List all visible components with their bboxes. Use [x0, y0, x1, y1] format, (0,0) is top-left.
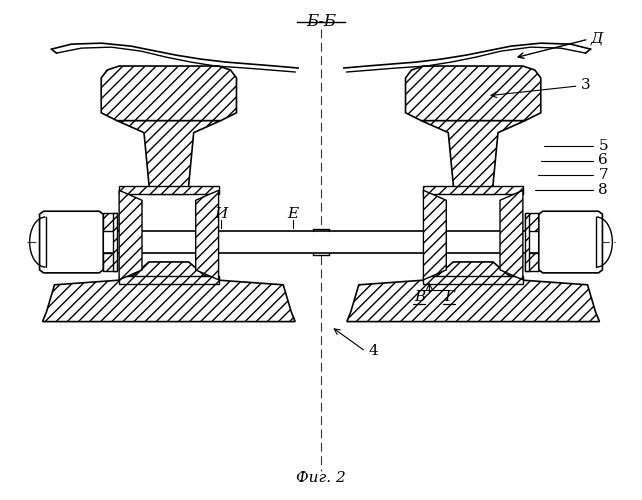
Text: В: В	[414, 290, 425, 304]
Text: 3: 3	[580, 78, 590, 92]
Polygon shape	[103, 213, 117, 231]
Polygon shape	[539, 211, 602, 273]
Polygon shape	[119, 190, 142, 280]
Polygon shape	[103, 231, 539, 253]
Polygon shape	[113, 213, 117, 271]
Polygon shape	[117, 120, 221, 194]
Polygon shape	[525, 213, 529, 271]
Text: Фиг. 2: Фиг. 2	[296, 470, 346, 484]
Text: 8: 8	[598, 184, 608, 198]
Text: Б-Б: Б-Б	[306, 14, 336, 30]
Text: Д: Д	[591, 31, 603, 45]
Polygon shape	[42, 262, 295, 322]
Text: 5: 5	[598, 138, 608, 152]
Text: 4: 4	[369, 344, 379, 358]
Polygon shape	[40, 211, 103, 273]
Polygon shape	[406, 66, 541, 120]
Text: И: И	[214, 207, 227, 221]
Polygon shape	[424, 190, 446, 280]
Polygon shape	[101, 66, 236, 120]
Polygon shape	[196, 190, 218, 280]
Text: Г: Г	[444, 290, 455, 304]
Text: 6: 6	[598, 154, 608, 168]
Polygon shape	[424, 186, 523, 194]
Polygon shape	[525, 213, 539, 231]
Polygon shape	[103, 253, 117, 271]
Text: Е: Е	[288, 207, 299, 221]
Polygon shape	[424, 276, 523, 284]
Polygon shape	[347, 262, 600, 322]
Text: 7: 7	[598, 168, 608, 182]
Polygon shape	[119, 276, 218, 284]
Polygon shape	[119, 186, 218, 194]
Polygon shape	[525, 253, 539, 271]
Polygon shape	[500, 190, 523, 280]
Polygon shape	[421, 120, 525, 194]
